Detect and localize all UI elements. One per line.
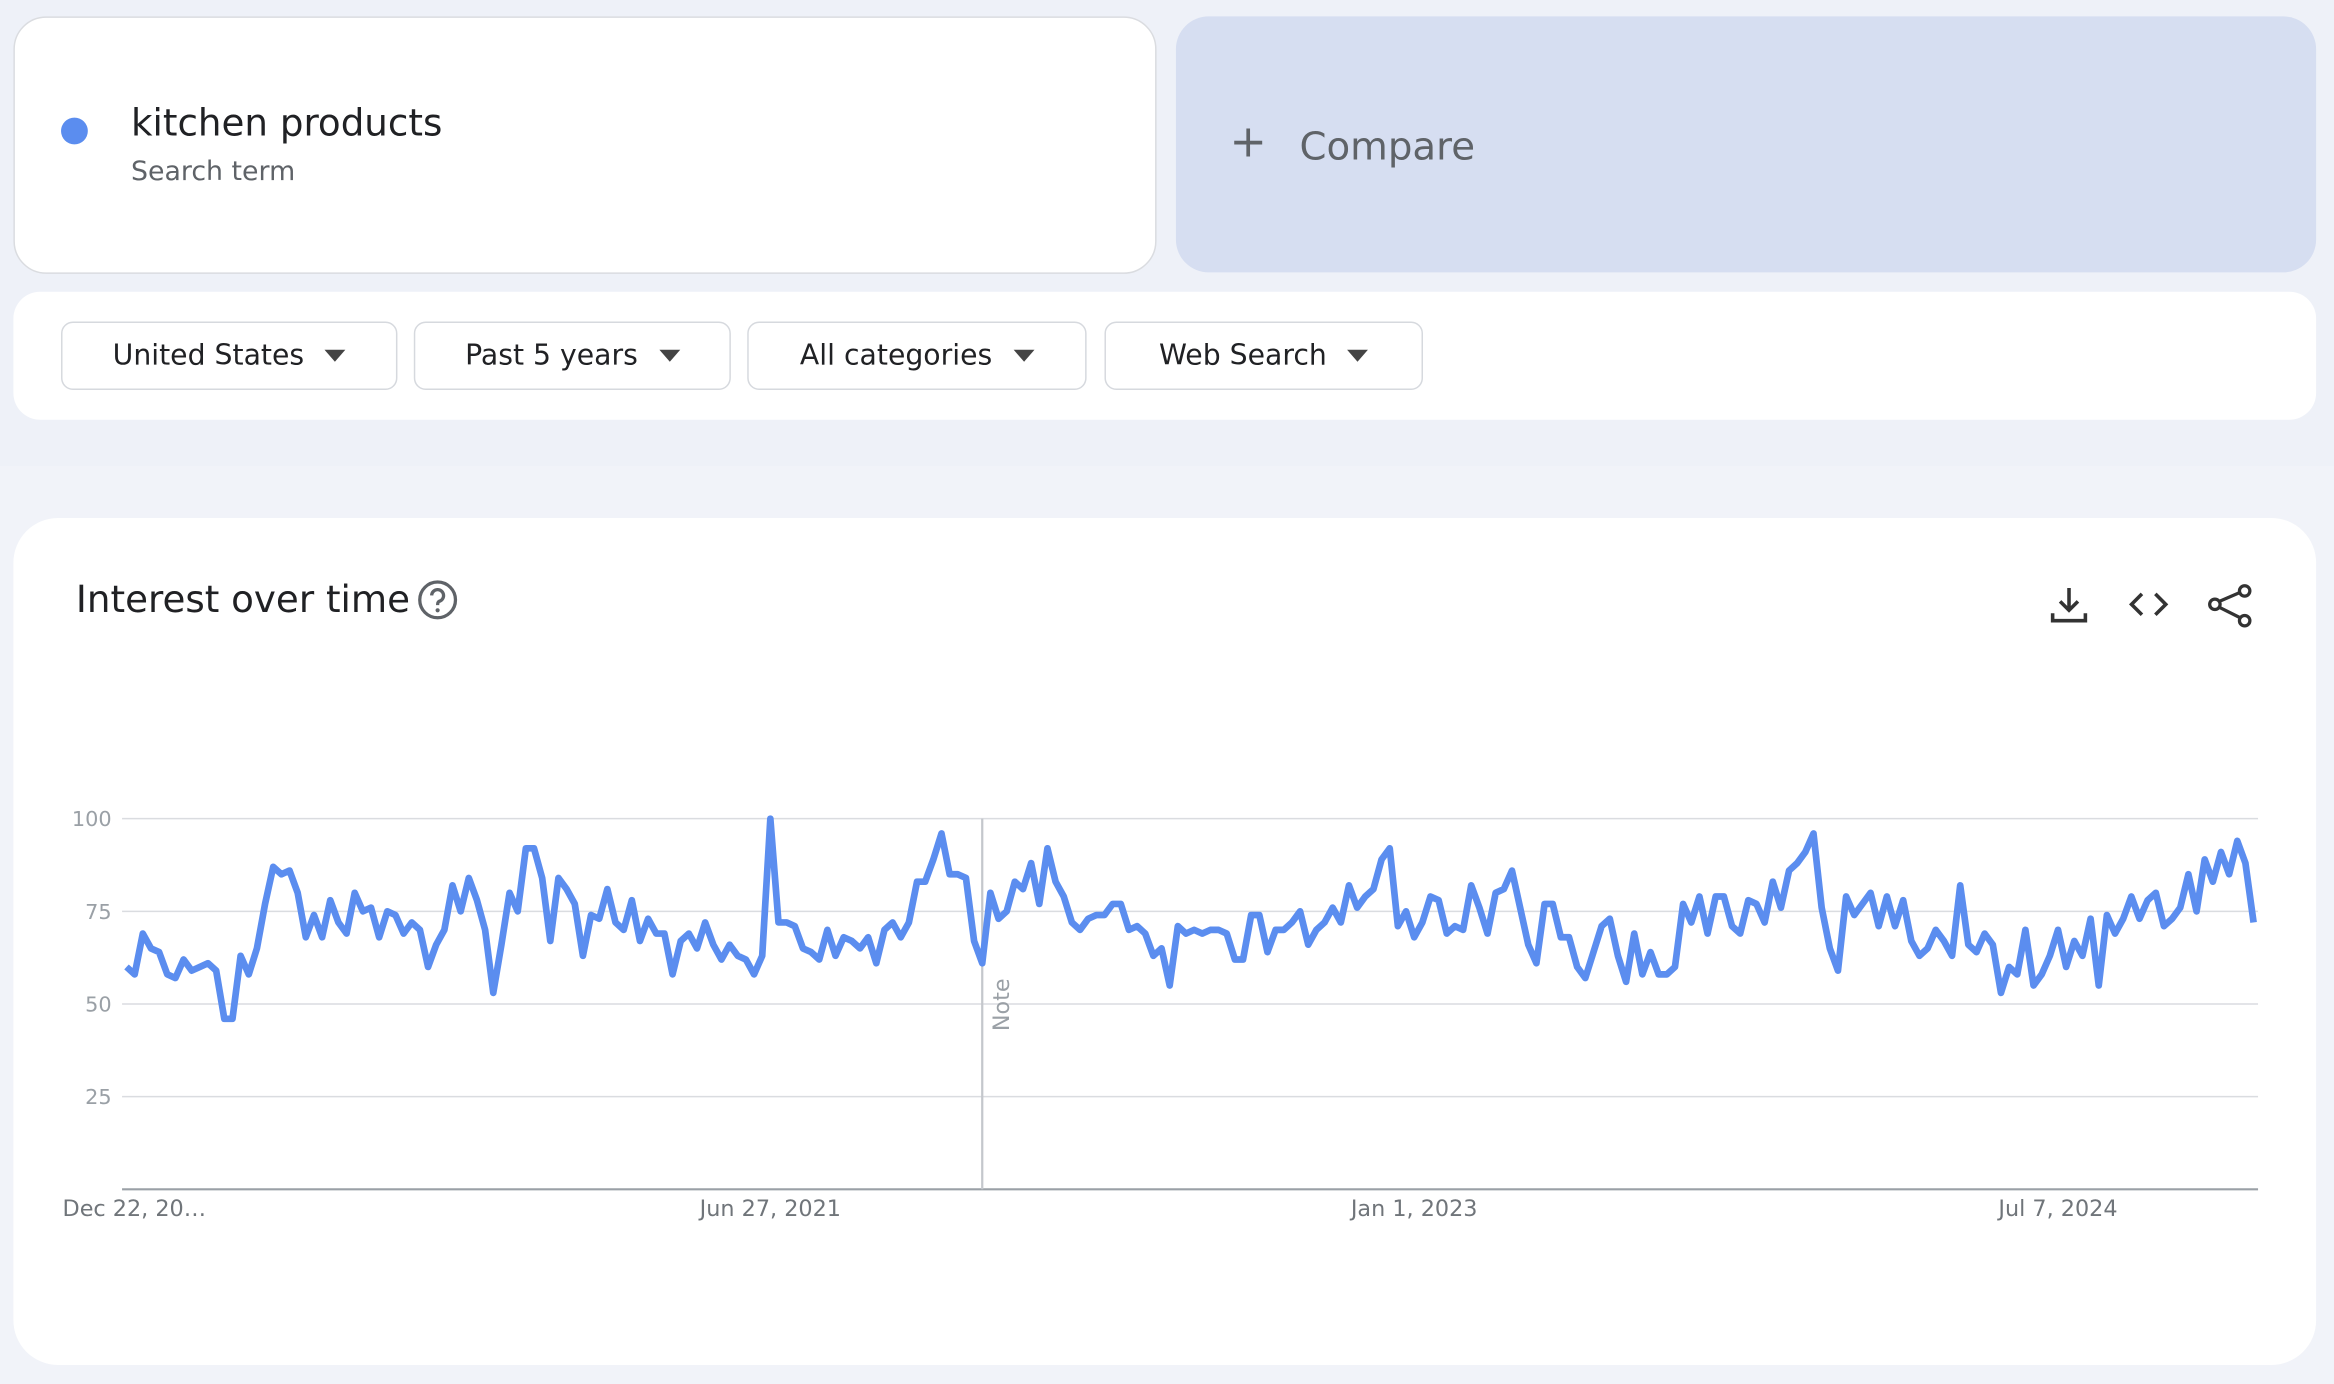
share-icon[interactable] [2208, 584, 2252, 628]
filter-label: United States [112, 339, 305, 373]
download-icon[interactable] [2050, 587, 2088, 623]
compare-label: Compare [1299, 125, 1476, 170]
filter-label: Past 5 years [465, 339, 638, 373]
dropdown-arrow [1013, 349, 1034, 362]
help-icon[interactable] [415, 578, 460, 623]
y-tick-label: 50 [85, 992, 112, 1016]
dropdown-arrow [1347, 349, 1369, 362]
y-tick-label: 25 [85, 1085, 112, 1109]
embed-icon[interactable] [2129, 592, 2169, 617]
filter-label: All categories [799, 339, 993, 373]
dropdown-arrow [324, 349, 346, 362]
x-tick-label: Jan 1, 2023 [1349, 1196, 1478, 1222]
panel-icons [2050, 584, 2252, 628]
plus-icon: + [1229, 116, 1267, 169]
dropdown-arrow [658, 349, 680, 362]
series-line [124, 815, 2257, 1023]
y-tick-label: 100 [72, 807, 112, 831]
panel-title: Interest over time [75, 577, 411, 621]
x-tick-label: Jun 27, 2021 [698, 1196, 841, 1222]
x-tick-label: Jul 7, 2024 [1996, 1196, 2117, 1222]
y-tick-label: 75 [85, 900, 112, 924]
filter-button[interactable]: All categories [747, 321, 1087, 390]
filter-button[interactable]: Past 5 years [413, 321, 731, 390]
search-term-sub: Search term [130, 156, 296, 188]
filter-button[interactable]: United States [61, 321, 398, 390]
note-label: Note [989, 978, 1015, 1031]
search-term: kitchen products [130, 101, 443, 145]
filter-button[interactable]: Web Search [1104, 321, 1424, 390]
series-dot [61, 117, 88, 145]
search-term-card[interactable]: kitchen products Search term [13, 16, 1157, 274]
x-tick-label: Dec 22, 20… [63, 1196, 207, 1222]
compare-card[interactable]: + Compare [1175, 16, 2317, 273]
filter-label: Web Search [1158, 339, 1327, 373]
